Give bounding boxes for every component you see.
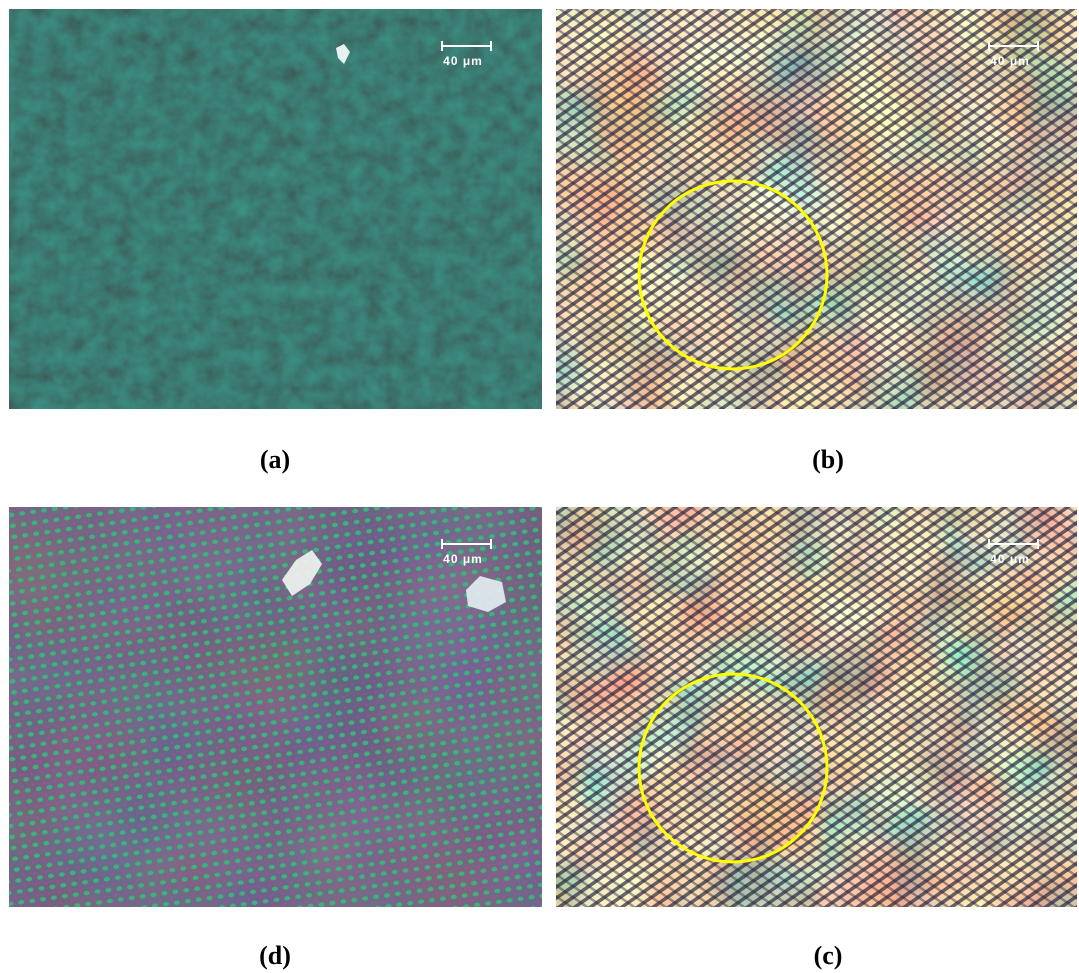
panel-d: 40 μm [9,507,542,907]
panel-label: (c) [814,941,843,970]
panel-a: 40 μm [9,9,542,409]
micrograph-dots [9,507,542,907]
panel-label: (b) [812,445,844,474]
panel-c: 40 μm [556,507,1077,907]
panel-b: 40 μm [556,9,1077,409]
scale-bar-label: 40 μm [990,54,1030,68]
micrograph-stripes [556,507,1077,907]
figure: 40 μm 40 μm 40 μm 40 μm (a) (b) (d) [0,0,1079,973]
scale-bar-label: 40 μm [443,54,483,68]
panel-label: (d) [259,941,291,970]
scale-bar-label: 40 μm [990,552,1030,566]
micrograph-stripes [556,9,1077,409]
panel-label: (a) [260,445,290,474]
micrograph-texture [9,9,542,409]
scale-bar-label: 40 μm [443,552,483,566]
